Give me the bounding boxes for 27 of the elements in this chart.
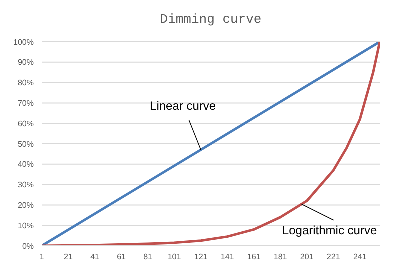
x-tick-label: 141 [220,252,235,262]
x-tick-label: 221 [326,252,341,262]
x-tick-label: 21 [64,252,74,262]
y-tick-label: 90% [18,58,34,68]
y-tick-label: 70% [18,99,34,108]
y-tick-label: 20% [18,201,34,210]
y-tick-label: 40% [18,160,34,170]
x-tick-label: 1 [40,252,45,262]
x-tick-label: 161 [247,252,262,262]
y-tick-label: 10% [18,221,34,230]
y-tick-label: 80% [18,78,34,88]
y-tick-label: 0% [22,242,34,251]
x-tick-label: 201 [300,252,314,262]
x-tick-label: 121 [194,252,208,262]
x-tick-label: 81 [144,252,154,262]
chart-title: Dimming curve [159,12,263,27]
x-tick-label: 181 [274,252,288,262]
x-tick-label: 101 [168,252,182,262]
y-tick-label: 50% [18,140,34,149]
series-label: Logarithmic curve [282,223,378,238]
y-tick-label: 60% [18,119,34,128]
series-label: Linear curve [150,99,216,113]
x-tick-label: 241 [353,252,368,262]
y-tick-label: 30% [18,180,34,190]
y-tick-label: 100% [14,38,34,47]
x-tick-label: 41 [90,252,100,262]
x-tick-label: 61 [117,252,127,262]
